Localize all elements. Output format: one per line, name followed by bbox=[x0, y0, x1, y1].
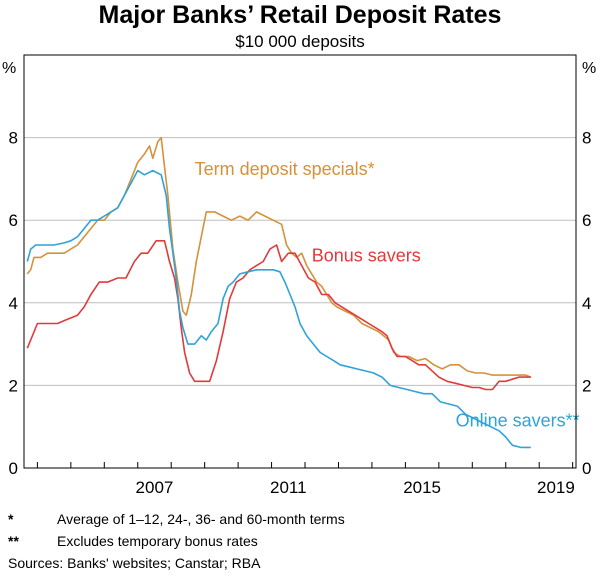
x-tick-2019: 2019 bbox=[537, 478, 575, 497]
footnotes: * Average of 1–12, 24-, 36- and 60-month… bbox=[8, 508, 345, 574]
footnote-1-text: Average of 1–12, 24-, 36- and 60-month t… bbox=[57, 511, 345, 527]
series-label-2: Bonus savers bbox=[312, 246, 421, 266]
footnote-1-mark: * bbox=[8, 511, 14, 527]
chart-subtitle: $10 000 deposits bbox=[235, 32, 365, 51]
series-line-2 bbox=[26, 240, 531, 391]
y-tick-right-8: 8 bbox=[582, 129, 591, 148]
plot-frame bbox=[23, 54, 577, 469]
axis-ticks: 0 0 2 2 4 4 6 6 8 8 2007 2011 2015 2019 bbox=[9, 129, 592, 497]
footnote-1: * Average of 1–12, 24-, 36- and 60-month… bbox=[8, 508, 345, 530]
x-tick-2011: 2011 bbox=[270, 478, 307, 497]
series-label-1: Term deposit specials* bbox=[195, 159, 375, 179]
series-label-3: Online savers** bbox=[456, 411, 580, 431]
footnote-2: ** Excludes temporary bonus rates bbox=[8, 530, 345, 552]
footnote-2-text: Excludes temporary bonus rates bbox=[57, 533, 258, 549]
y-axis-unit-right: % bbox=[582, 60, 597, 77]
chart-title: Major Banks’ Retail Deposit Rates bbox=[98, 1, 502, 29]
x-tick-2015: 2015 bbox=[403, 478, 441, 497]
y-tick-left-4: 4 bbox=[9, 294, 18, 313]
gridlines bbox=[24, 137, 576, 386]
y-tick-left-6: 6 bbox=[9, 211, 18, 230]
y-tick-left-8: 8 bbox=[9, 129, 18, 148]
sources: Sources: Banks' websites; Canstar; RBA bbox=[8, 555, 261, 571]
y-axis-unit-left: % bbox=[2, 60, 17, 77]
x-tick-2007: 2007 bbox=[136, 478, 174, 497]
series-line-3 bbox=[26, 169, 531, 449]
footnote-2-mark: ** bbox=[8, 533, 19, 549]
y-tick-right-4: 4 bbox=[582, 294, 591, 313]
series-labels: Term deposit specials* Bonus savers Online… bbox=[195, 159, 580, 431]
y-tick-right-6: 6 bbox=[582, 211, 591, 230]
y-tick-left-0: 0 bbox=[9, 459, 18, 478]
y-tick-right-2: 2 bbox=[582, 376, 591, 395]
y-tick-left-2: 2 bbox=[9, 376, 18, 395]
y-tick-right-0: 0 bbox=[582, 459, 591, 478]
series-lines bbox=[26, 136, 532, 449]
